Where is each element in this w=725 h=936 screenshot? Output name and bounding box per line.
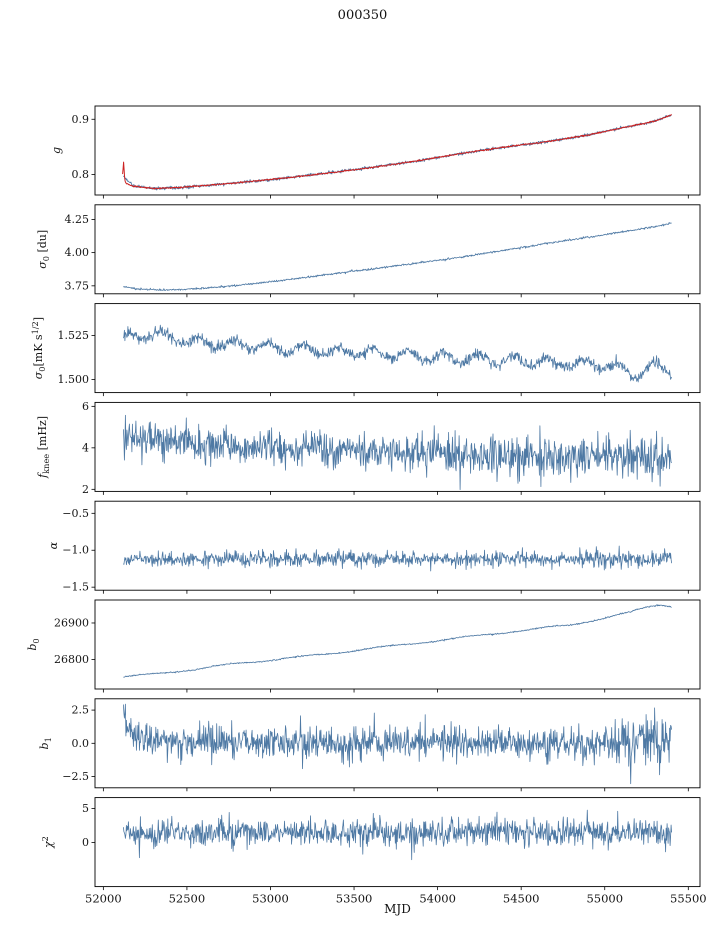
panel-frame xyxy=(94,401,701,492)
series-sigma0-mks xyxy=(123,324,672,383)
x-tick-label: 52500 xyxy=(169,892,206,906)
y-axis-label-sigma0-mks: σ0[mK s1/2] xyxy=(30,317,47,379)
y-tick-label: 0.9 xyxy=(72,113,90,126)
y-tick-label: 2 xyxy=(82,483,89,496)
y-tick-label: 0.8 xyxy=(72,168,90,181)
panel-frame xyxy=(94,500,701,591)
panel-frame xyxy=(94,599,701,690)
y-tick-label: −1.5 xyxy=(62,581,89,594)
x-tick-label: 55500 xyxy=(670,892,707,906)
y-tick-label: 6 xyxy=(82,400,89,413)
y-tick-label: −1.0 xyxy=(62,544,89,557)
panel-sigma0-du: 3.75 4.00 4.25 σ0 [du] xyxy=(36,204,701,298)
y-tick-label: −0.5 xyxy=(62,507,89,520)
y-axis-label-sigma0-du: σ0 [du] xyxy=(36,230,51,269)
y-tick-label: 26900 xyxy=(54,616,89,629)
y-axis-label-chi2: χ2 xyxy=(40,836,55,849)
y-axis-label-alpha: α xyxy=(47,541,60,549)
x-tick-label: 55000 xyxy=(586,892,623,906)
y-tick-label: 4.00 xyxy=(65,246,90,259)
panel-sigma0-mks: 1.500 1.525 σ0[mK s1/2] xyxy=(30,303,701,397)
x-tick-label: 53500 xyxy=(336,892,373,906)
y-tick-label: 5 xyxy=(82,802,89,815)
panel-g: 0.8 0.9 g xyxy=(50,105,701,199)
panel-frame xyxy=(94,303,701,394)
y-tick-label: −2.5 xyxy=(62,770,89,783)
y-tick-label: 4 xyxy=(82,441,89,454)
series-b1 xyxy=(123,703,672,785)
y-axis-label-b0: b0 xyxy=(26,638,41,650)
y-tick-label: 26800 xyxy=(54,653,89,666)
series-alpha xyxy=(123,545,672,572)
series-gain-data xyxy=(123,114,672,191)
chart-title: 000350 xyxy=(337,8,388,23)
y-tick-label: 3.75 xyxy=(65,279,90,292)
panel-frame xyxy=(94,105,701,196)
x-tick-label: 53000 xyxy=(252,892,289,906)
panel-alpha: −0.5 −1.0 −1.5 α xyxy=(47,500,701,594)
series-fknee xyxy=(123,414,672,490)
y-tick-label: 4.25 xyxy=(65,213,90,226)
series-sigma0-du xyxy=(123,222,672,291)
series-chi2 xyxy=(123,809,672,861)
y-tick-label: 2.5 xyxy=(72,704,90,717)
y-axis-label-g: g xyxy=(50,147,63,154)
x-tick-label: 52000 xyxy=(85,892,122,906)
series-b0 xyxy=(123,604,672,678)
x-axis-label: MJD xyxy=(384,902,411,916)
y-tick-label: 0 xyxy=(82,836,89,849)
panel-chi2: 0 5 52000 52500 53000 53500 54000 54500 55000 555… xyxy=(40,797,707,906)
y-tick-label: 1.500 xyxy=(58,373,90,386)
panel-b1: −2.5 0.0 2.5 b1 xyxy=(38,698,701,792)
y-axis-label-b1: b1 xyxy=(38,737,53,749)
panel-frame xyxy=(94,797,701,888)
x-tick-label: 54500 xyxy=(503,892,540,906)
y-tick-label: 1.525 xyxy=(58,329,90,342)
panel-fknee: 2 4 6 fknee [mHz] xyxy=(36,400,701,496)
panel-b0: 26800 26900 b0 xyxy=(26,599,701,693)
x-tick-label: 54000 xyxy=(419,892,456,906)
panel-frame xyxy=(94,204,701,295)
series-gain-fit xyxy=(122,113,672,190)
y-axis-label-fknee: fknee [mHz] xyxy=(36,416,51,479)
y-tick-label: 0.0 xyxy=(72,737,90,750)
